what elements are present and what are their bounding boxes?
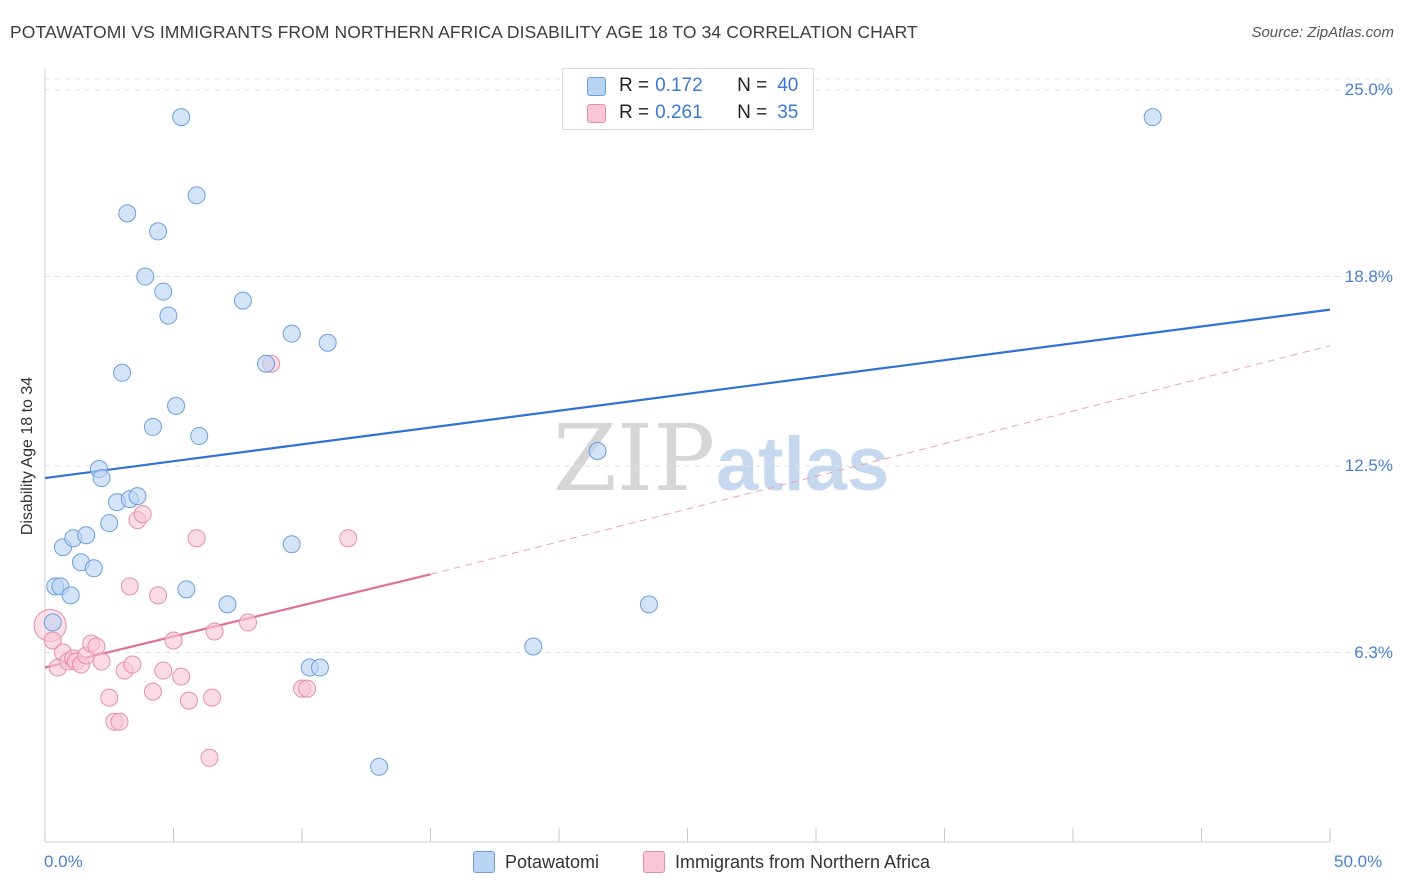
legend-swatch-blue	[473, 851, 495, 873]
point-potawatomi	[159, 306, 178, 325]
r-label: R =	[619, 102, 650, 123]
point-immigrants	[143, 682, 162, 701]
point-potawatomi	[318, 333, 337, 352]
legend-label: Potawatomi	[505, 851, 600, 872]
point-potawatomi	[143, 417, 162, 436]
point-potawatomi	[61, 586, 80, 605]
point-immigrants	[187, 529, 206, 548]
n-value: 35	[777, 102, 799, 123]
point-immigrants	[179, 691, 198, 710]
point-immigrants	[92, 652, 111, 671]
point-immigrants	[87, 637, 106, 656]
r-value: 0.172	[655, 75, 703, 96]
trend-extension-immigrants	[430, 345, 1331, 575]
point-potawatomi	[524, 637, 543, 656]
point-potawatomi	[128, 487, 147, 506]
y-tick-label: 18.8%	[1344, 266, 1393, 286]
series-potawatomi	[43, 108, 1162, 776]
grid-lines	[45, 78, 1392, 654]
watermark-atlas: atlas	[716, 422, 889, 507]
point-immigrants	[298, 679, 317, 698]
point-potawatomi	[113, 363, 132, 382]
point-potawatomi	[136, 267, 155, 286]
point-immigrants	[200, 748, 219, 767]
point-immigrants	[149, 586, 168, 605]
point-potawatomi	[233, 291, 252, 310]
stats-row-potawatomi: R = 0.172 N = 40	[587, 74, 798, 98]
point-potawatomi	[100, 514, 119, 533]
point-potawatomi	[370, 757, 389, 776]
point-immigrants	[172, 667, 191, 686]
x-tick-label-max: 50.0%	[1334, 852, 1383, 871]
point-potawatomi	[172, 108, 191, 127]
y-tick-label: 25.0%	[1344, 80, 1393, 100]
point-potawatomi	[77, 526, 96, 545]
stats-legend: R = 0.172 N = 40 R = 0.261 N = 35	[562, 68, 814, 130]
point-potawatomi	[167, 396, 186, 415]
r-value: 0.261	[655, 102, 703, 123]
point-immigrants	[164, 631, 183, 650]
legend-item-potawatomi[interactable]: Potawatomi	[473, 851, 599, 873]
y-tick-label: 12.5%	[1344, 456, 1393, 476]
point-potawatomi	[310, 658, 329, 677]
point-potawatomi	[154, 282, 173, 301]
point-immigrants	[133, 505, 152, 524]
legend-swatch-blue	[587, 76, 606, 96]
watermark-zip: ZIP	[553, 405, 715, 512]
n-value: 40	[777, 75, 799, 96]
watermark: ZIP atlas	[553, 405, 889, 512]
series-immigrants-northern-africa	[33, 354, 358, 767]
series-legend: Potawatomi Immigrants from Northern Afri…	[0, 851, 1406, 877]
point-immigrants	[339, 529, 358, 548]
point-potawatomi	[177, 580, 196, 599]
point-immigrants	[120, 577, 139, 596]
n-label: N =	[737, 75, 768, 96]
source-label: Source: ZipAtlas.com	[1251, 24, 1394, 41]
n-label: N =	[737, 102, 768, 123]
point-potawatomi	[639, 595, 658, 614]
stats-row-immigrants: R = 0.261 N = 35	[587, 101, 798, 125]
point-immigrants	[205, 622, 224, 641]
legend-swatch-pink	[643, 851, 665, 873]
point-immigrants	[203, 688, 222, 707]
point-potawatomi	[187, 186, 206, 205]
point-immigrants	[43, 631, 62, 650]
point-immigrants	[100, 688, 119, 707]
point-immigrants	[239, 613, 258, 632]
point-potawatomi	[118, 204, 137, 223]
point-potawatomi	[1143, 108, 1162, 127]
trend-line-potawatomi	[44, 308, 1331, 480]
point-immigrants	[110, 712, 129, 731]
point-potawatomi	[282, 535, 301, 554]
point-potawatomi	[92, 469, 111, 488]
point-potawatomi	[149, 222, 168, 241]
point-potawatomi	[588, 441, 607, 460]
trend-line-immigrants	[44, 573, 431, 669]
legend-label: Immigrants from Northern Africa	[675, 851, 931, 872]
point-immigrants	[123, 655, 142, 674]
point-potawatomi	[282, 324, 301, 343]
axes	[44, 68, 1331, 843]
point-potawatomi	[190, 426, 209, 445]
trend-lines	[44, 308, 1331, 669]
point-potawatomi	[43, 613, 62, 632]
legend-item-immigrants[interactable]: Immigrants from Northern Africa	[643, 851, 930, 873]
point-potawatomi	[257, 354, 276, 373]
point-potawatomi	[218, 595, 237, 614]
point-immigrants	[154, 661, 173, 680]
legend-swatch-pink	[587, 103, 606, 123]
r-label: R =	[619, 75, 650, 96]
x-tick-label-min: 0.0%	[44, 852, 83, 871]
chart-title: POTAWATOMI VS IMMIGRANTS FROM NORTHERN A…	[10, 22, 918, 42]
point-potawatomi	[84, 559, 103, 578]
y-tick-label: 6.3%	[1354, 642, 1393, 662]
